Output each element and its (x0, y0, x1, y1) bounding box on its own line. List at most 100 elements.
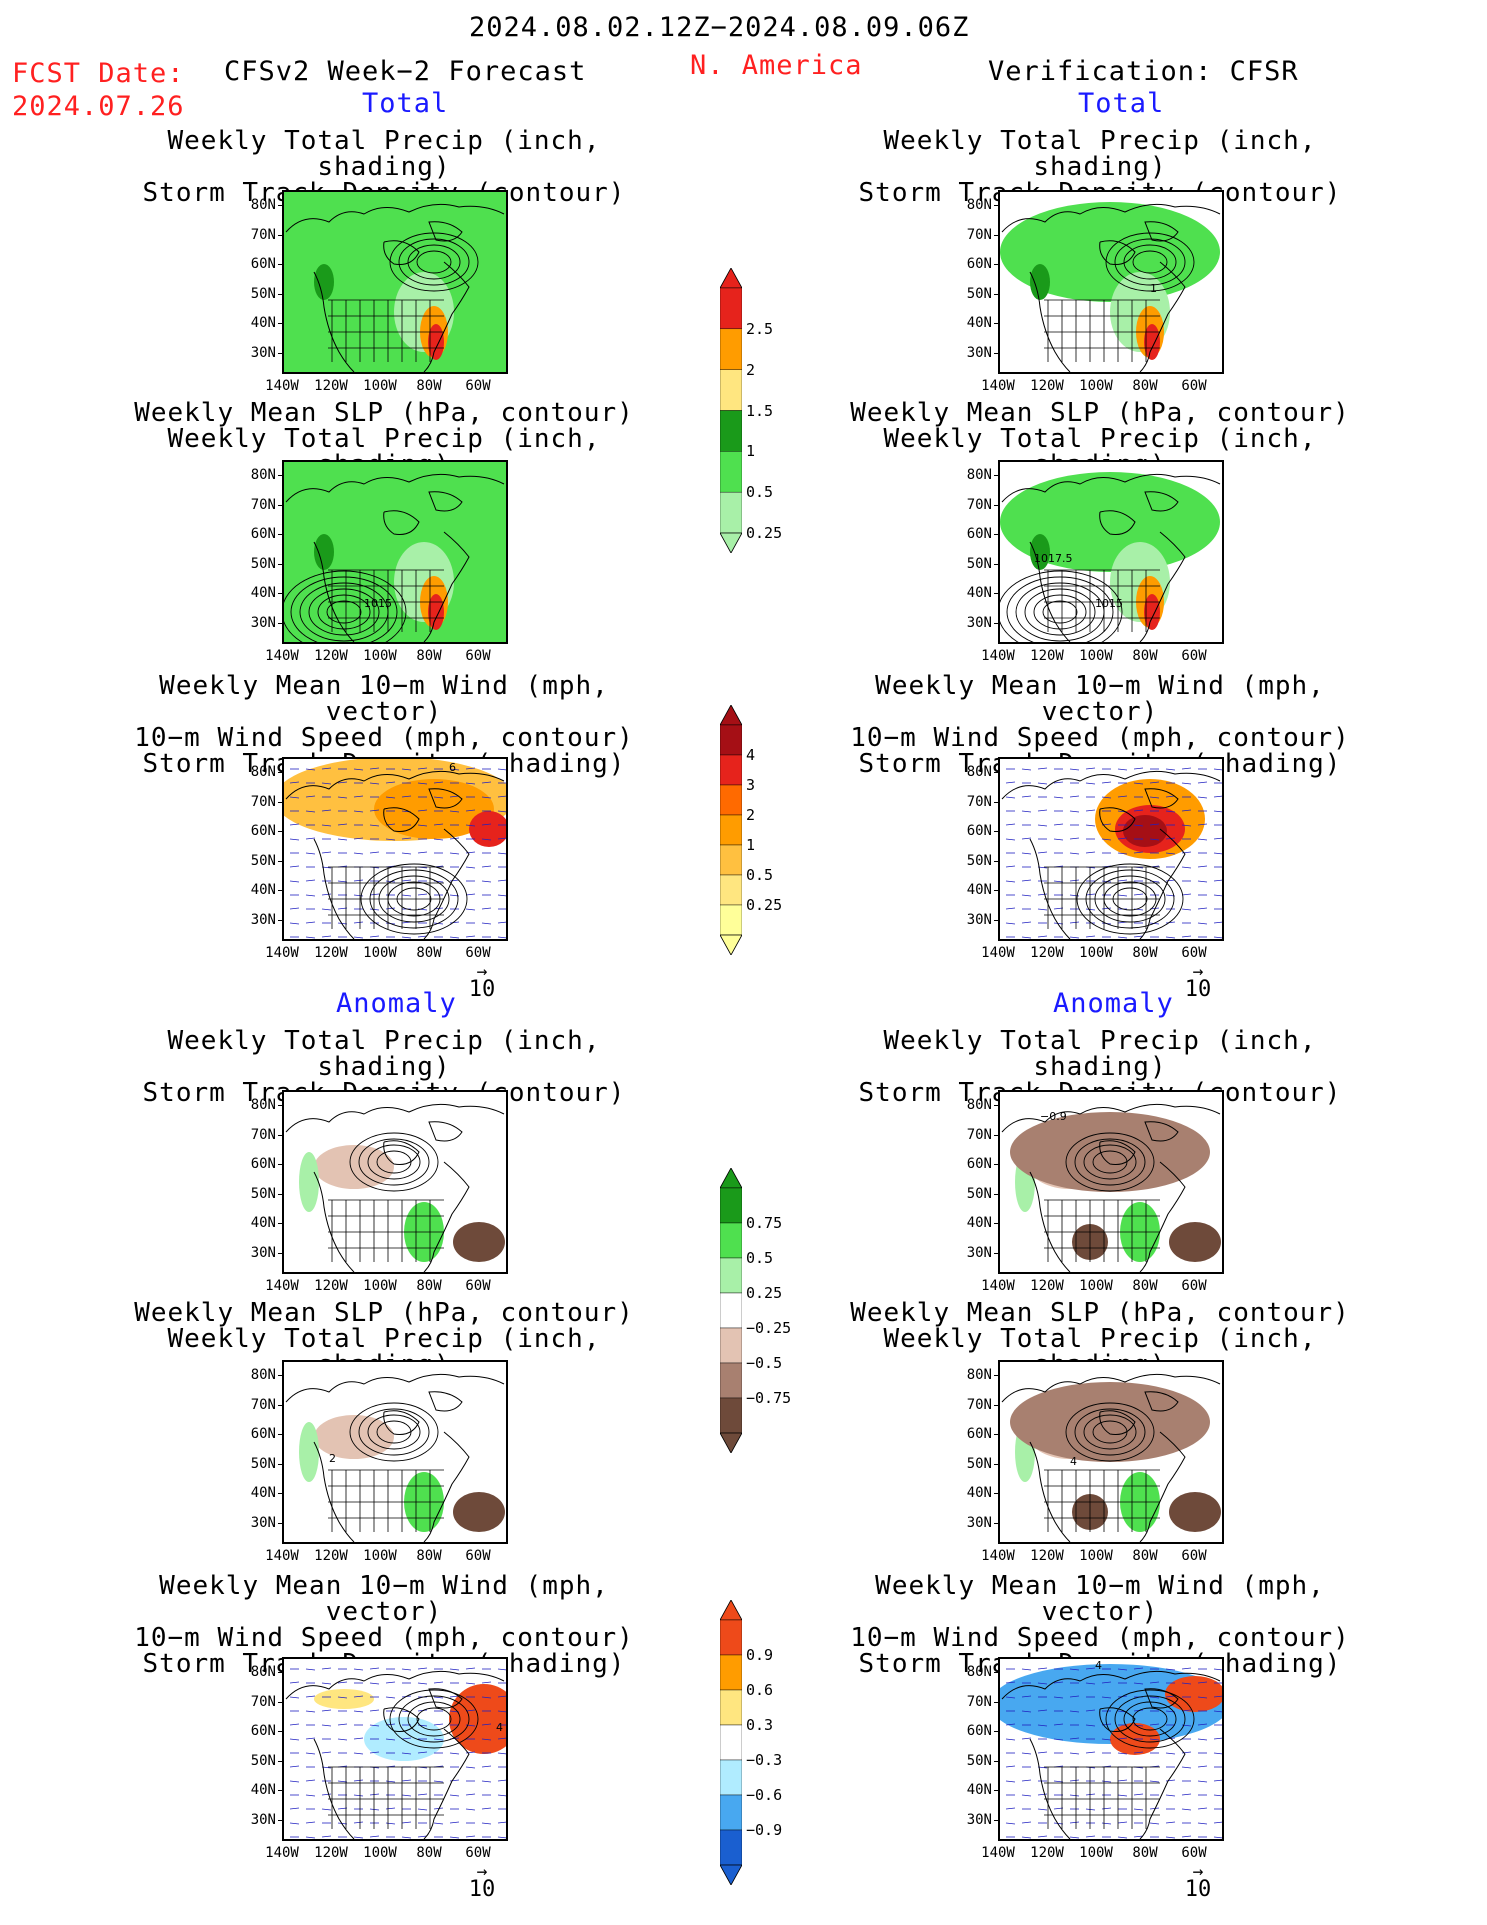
map-canvas: 1015 (284, 462, 506, 642)
precip-anomaly-shading (314, 1145, 394, 1189)
map-tot-precip-fcst (282, 190, 508, 374)
lat-tick-mark (278, 1404, 283, 1406)
lon-tick-label: 120W (314, 378, 348, 394)
lat-tick-mark (994, 293, 999, 295)
colorbar-label: −0.3 (746, 1751, 783, 1769)
state-borders (328, 1469, 444, 1532)
lat-tick-mark (278, 1193, 283, 1195)
lat-tick-label: 50N (966, 555, 992, 572)
lat-tick-label: 80N (250, 1664, 276, 1680)
lat-tick-label: 50N (250, 555, 276, 572)
lat-tick-label: 70N (250, 1126, 276, 1143)
lat-tick-label: 50N (966, 852, 992, 869)
lon-tick-label: 60W (1181, 1548, 1207, 1564)
colorbar-label: 0.25 (746, 524, 783, 542)
lon-tick-label: 140W (265, 1278, 299, 1294)
lat-tick-mark (278, 563, 283, 565)
lat-tick-mark (994, 1134, 999, 1136)
colorbar-swatch (720, 1362, 742, 1399)
colorbar-swatch (720, 1222, 742, 1259)
lat-tick-label: 80N (966, 764, 992, 780)
contour-lines (389, 232, 479, 292)
contour-value-label: 1015 (1095, 597, 1123, 610)
lat-tick-mark (278, 1731, 283, 1732)
forecast-column-title: CFSv2 Week−2 Forecast (224, 56, 587, 87)
lat-tick-label: 60N (250, 1156, 276, 1172)
fcst-date-value: 2024.07.26 (12, 91, 185, 122)
precip-anomaly-shading (1010, 1382, 1210, 1462)
lon-tick-label: 140W (265, 648, 299, 664)
title-total-wind-ver: Weekly Mean 10−m Wind (mph, vector) 10−m … (850, 671, 1350, 779)
lat-tick-mark (994, 919, 999, 921)
colorbar-label: 1 (746, 836, 756, 854)
colorbar-swatch (720, 754, 742, 786)
lat-tick-mark (278, 831, 283, 832)
lat-tick-mark (994, 1819, 999, 1821)
colorbar-label: 0.5 (746, 483, 774, 502)
lat-tick-label: 70N (966, 496, 992, 513)
lat-tick-label: 60N (966, 823, 992, 839)
contour-lines (1065, 1402, 1155, 1462)
colorbar-swatch (720, 1759, 742, 1796)
wind-vectors (289, 1667, 506, 1839)
lon-tick-label: 80W (416, 1845, 442, 1861)
colorbar-label: 0.6 (746, 1681, 774, 1699)
colorbar-label: 4 (746, 746, 756, 764)
lon-tick-label: 80W (416, 1548, 442, 1564)
lat-tick-label: 80N (250, 1097, 276, 1113)
colorbar-graphic (720, 1168, 742, 1453)
lat-tick-mark (994, 1522, 999, 1524)
lat-tick-label: 50N (966, 1455, 992, 1472)
colorbar-label: 0.3 (746, 1716, 774, 1734)
colorbar-graphic (720, 1600, 742, 1885)
lat-tick-mark (994, 1164, 999, 1165)
track-shading (469, 811, 506, 847)
colorbar-graphic (720, 705, 742, 955)
colorbar-swatch (720, 451, 742, 493)
map-anom-precip-ver: −0.9 (998, 1090, 1224, 1274)
lat-tick-mark (994, 1404, 999, 1406)
precip-shading (1000, 202, 1220, 302)
lat-tick-mark (278, 504, 283, 506)
map-canvas: 1017.5 1015 (1000, 462, 1222, 642)
state-borders (1044, 569, 1160, 632)
contour-value-label: 4 (1070, 1455, 1077, 1468)
lat-tick-label: 30N (250, 1811, 276, 1828)
lon-tick-label: 60W (465, 1278, 491, 1294)
lat-tick-mark (994, 1701, 999, 1703)
lat-tick-mark (278, 1252, 283, 1254)
lon-tick-label: 80W (416, 378, 442, 394)
lat-tick-mark (994, 563, 999, 565)
lat-tick-mark (994, 1790, 999, 1791)
lat-tick-mark (994, 831, 999, 832)
colorbar-label: 2 (746, 806, 756, 824)
map-canvas: 4 (1000, 1362, 1222, 1542)
colorbar-top-arrow (720, 705, 742, 726)
lat-tick-label: 40N (250, 1485, 276, 1501)
precip-shading (1030, 264, 1050, 300)
lon-tick-label: 120W (1030, 1548, 1064, 1564)
lat-tick-label: 60N (966, 256, 992, 272)
lat-tick-mark (278, 772, 283, 773)
colorbar-label: −0.75 (746, 1389, 792, 1407)
colorbar-swatch (720, 724, 742, 756)
lon-tick-label: 100W (363, 1845, 397, 1861)
map-anom-wind-ver: 4 (998, 1657, 1224, 1841)
lat-tick-label: 60N (250, 823, 276, 839)
lon-tick-label: 60W (1181, 378, 1207, 394)
lat-tick-label: 80N (966, 1664, 992, 1680)
map-anom-precip-fcst (282, 1090, 508, 1274)
lat-tick-mark (994, 1105, 999, 1106)
lat-tick-label: 70N (966, 1693, 992, 1710)
state-borders (1044, 866, 1160, 929)
lat-tick-mark (994, 1375, 999, 1376)
title-anom-precip-fcst: Weekly Total Precip (inch, shading) Storm… (142, 1026, 626, 1108)
lat-tick-mark (278, 890, 283, 891)
track-anomaly-shading (449, 1684, 506, 1754)
vector-reference-anom-ver: → 10 (1184, 1861, 1212, 1902)
lon-tick-label: 120W (314, 648, 348, 664)
lat-tick-label: 80N (966, 197, 992, 213)
lon-tick-label: 60W (465, 945, 491, 961)
map-anom-wind-fcst: 4 (282, 1657, 508, 1841)
lon-tick-label: 60W (465, 378, 491, 394)
